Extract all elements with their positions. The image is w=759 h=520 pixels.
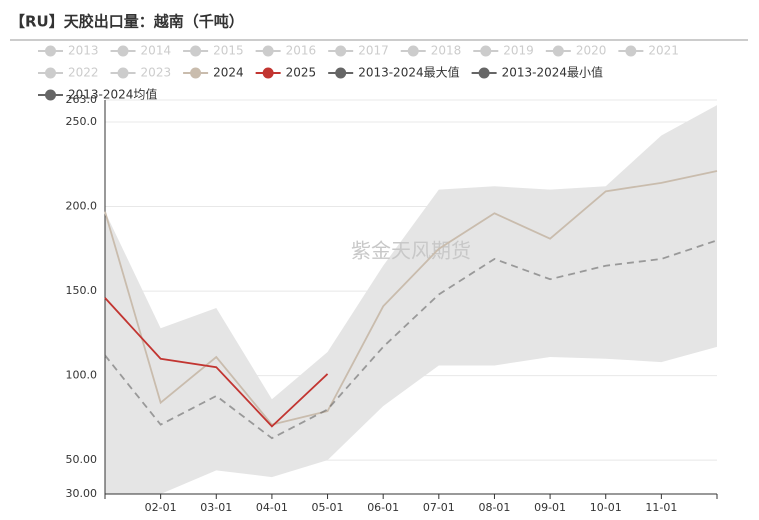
legend-marker bbox=[45, 67, 56, 79]
legend-item: 2013-2024最小值 bbox=[471, 65, 603, 80]
legend-label: 2019 bbox=[503, 44, 534, 58]
x-tick-label: 09-01 bbox=[534, 501, 566, 514]
legend-marker bbox=[335, 45, 347, 57]
x-tick-label: 10-01 bbox=[590, 501, 622, 514]
legend-item: 2016 bbox=[255, 44, 317, 58]
y-tick-label: 250.0 bbox=[66, 115, 98, 128]
legend-label: 2025 bbox=[286, 66, 317, 80]
x-tick-label: 02-01 bbox=[145, 501, 177, 514]
legend-marker bbox=[478, 67, 490, 79]
legend-label: 2017 bbox=[358, 44, 389, 58]
legend-item: 2017 bbox=[328, 44, 389, 58]
legend-label: 2013-2024均值 bbox=[68, 87, 157, 102]
legend-item: 2013-2024最大值 bbox=[328, 65, 460, 80]
y-tick-label: 150.0 bbox=[66, 284, 98, 297]
legend-label: 2013-2024最小值 bbox=[502, 65, 603, 80]
legend-item: 2025 bbox=[255, 66, 317, 80]
legend-label: 2024 bbox=[213, 66, 244, 80]
series-line bbox=[104, 297, 329, 428]
legend-item: 2023 bbox=[110, 66, 172, 80]
chart-title: 【RU】天胶出口量：越南（千吨） bbox=[10, 13, 244, 31]
legend-item: 2020 bbox=[545, 44, 607, 58]
legend-item: 2021 bbox=[618, 44, 679, 58]
legend-item: 2014 bbox=[110, 44, 172, 58]
legend-label: 2020 bbox=[576, 44, 607, 58]
legend-label: 2021 bbox=[648, 44, 679, 58]
legend-marker bbox=[262, 45, 274, 57]
legend-label: 2014 bbox=[141, 44, 172, 58]
legend-label: 2015 bbox=[213, 44, 244, 58]
legend-marker bbox=[45, 89, 56, 101]
y-tick-label: 100.0 bbox=[66, 369, 98, 382]
x-tick-label: 05-01 bbox=[312, 501, 344, 514]
legend-marker bbox=[117, 45, 129, 57]
legend-item: 2024 bbox=[183, 66, 244, 80]
legend-label: 2023 bbox=[141, 66, 172, 80]
legend-item: 2013-2024均值 bbox=[38, 87, 157, 102]
x-tick-label: 11-01 bbox=[645, 501, 677, 514]
legend-item: 2018 bbox=[400, 44, 462, 58]
y-tick-label: 200.0 bbox=[66, 200, 98, 213]
x-tick-label: 04-01 bbox=[256, 501, 288, 514]
legend-item: 2019 bbox=[473, 44, 534, 58]
y-tick-label: 30.00 bbox=[66, 487, 98, 500]
y-tick-label: 263.0 bbox=[66, 93, 98, 106]
legend-label: 2016 bbox=[286, 44, 317, 58]
legend-marker bbox=[190, 45, 202, 57]
legend-label: 2013 bbox=[68, 44, 99, 58]
legend-marker bbox=[480, 45, 492, 57]
range-band bbox=[105, 105, 717, 494]
legend-marker bbox=[625, 45, 637, 57]
series-line bbox=[104, 239, 718, 440]
legend-marker bbox=[552, 45, 564, 57]
legend-item: 2022 bbox=[38, 66, 99, 80]
series-line bbox=[104, 170, 718, 426]
x-tick-label: 07-01 bbox=[423, 501, 455, 514]
legend-label: 2013-2024最大值 bbox=[358, 65, 459, 80]
legend-label: 2022 bbox=[68, 66, 99, 80]
legend-item: 2013 bbox=[38, 44, 99, 58]
y-tick-label: 50.00 bbox=[66, 453, 98, 466]
legend-item: 2015 bbox=[183, 44, 244, 58]
legend-marker bbox=[407, 45, 419, 57]
legend-marker bbox=[335, 67, 347, 79]
x-tick-label: 06-01 bbox=[367, 501, 399, 514]
legend-marker bbox=[190, 67, 202, 79]
x-tick-label: 03-01 bbox=[200, 501, 232, 514]
legend-marker bbox=[117, 67, 129, 79]
legend-label: 2018 bbox=[431, 44, 462, 58]
legend-marker bbox=[262, 67, 274, 79]
x-tick-label: 08-01 bbox=[478, 501, 510, 514]
legend-marker bbox=[45, 45, 56, 57]
watermark: 紫金天风期货 bbox=[351, 239, 471, 263]
